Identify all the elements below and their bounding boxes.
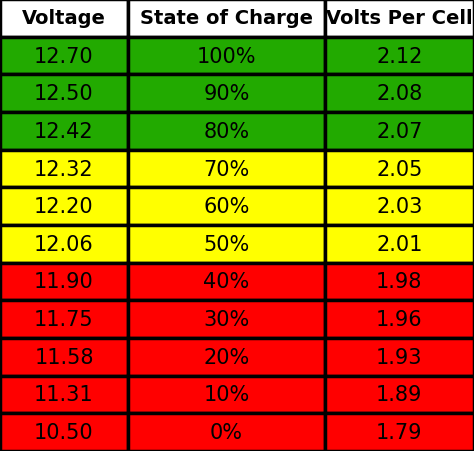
Bar [128,263,325,301]
Text: 1.96: 1.96 [376,309,423,329]
Text: 1.93: 1.93 [376,347,423,367]
Text: 50%: 50% [203,235,249,254]
Bar [325,188,474,226]
Bar [325,414,474,451]
Bar [325,376,474,414]
Bar [0,37,128,75]
Bar [128,338,325,376]
Text: 2.05: 2.05 [376,159,422,179]
Bar [325,113,474,150]
Bar [0,263,128,301]
Text: 1.79: 1.79 [376,422,423,442]
Bar [128,0,325,37]
Text: 80%: 80% [203,122,249,142]
Text: 1.89: 1.89 [376,385,422,405]
Bar [128,188,325,226]
Text: 40%: 40% [203,272,249,292]
Bar [325,37,474,75]
Text: State of Charge: State of Charge [140,9,313,28]
Text: 2.08: 2.08 [376,84,422,104]
Text: Voltage: Voltage [22,9,106,28]
Bar [0,188,128,226]
Bar [128,376,325,414]
Text: 11.75: 11.75 [34,309,94,329]
Text: 100%: 100% [197,46,256,66]
Bar [325,0,474,37]
Text: 12.32: 12.32 [34,159,94,179]
Text: 11.58: 11.58 [34,347,94,367]
Bar [325,226,474,263]
Bar [128,301,325,338]
Bar [325,338,474,376]
Text: 20%: 20% [203,347,249,367]
Text: Volts Per Cell: Volts Per Cell [326,9,473,28]
Text: 2.03: 2.03 [376,197,422,216]
Bar [128,414,325,451]
Text: 70%: 70% [203,159,249,179]
Text: 60%: 60% [203,197,249,216]
Bar [0,113,128,150]
Bar [0,0,128,37]
Bar [0,338,128,376]
Bar [325,301,474,338]
Bar [128,75,325,113]
Bar [128,113,325,150]
Bar [0,150,128,188]
Text: 0%: 0% [210,422,243,442]
Bar [0,226,128,263]
Bar [128,150,325,188]
Text: 10.50: 10.50 [34,422,94,442]
Text: 90%: 90% [203,84,249,104]
Bar [0,301,128,338]
Bar [325,150,474,188]
Text: 2.07: 2.07 [376,122,422,142]
Bar [128,37,325,75]
Text: 2.12: 2.12 [376,46,422,66]
Text: 10%: 10% [203,385,249,405]
Text: 11.31: 11.31 [34,385,94,405]
Text: 30%: 30% [203,309,249,329]
Bar [0,75,128,113]
Text: 12.50: 12.50 [34,84,94,104]
Bar [325,263,474,301]
Text: 1.98: 1.98 [376,272,422,292]
Text: 2.01: 2.01 [376,235,422,254]
Text: 12.42: 12.42 [34,122,94,142]
Bar [128,226,325,263]
Text: 12.70: 12.70 [34,46,94,66]
Text: 12.20: 12.20 [34,197,94,216]
Bar [0,376,128,414]
Bar [325,75,474,113]
Text: 11.90: 11.90 [34,272,94,292]
Text: 12.06: 12.06 [34,235,94,254]
Bar [0,414,128,451]
